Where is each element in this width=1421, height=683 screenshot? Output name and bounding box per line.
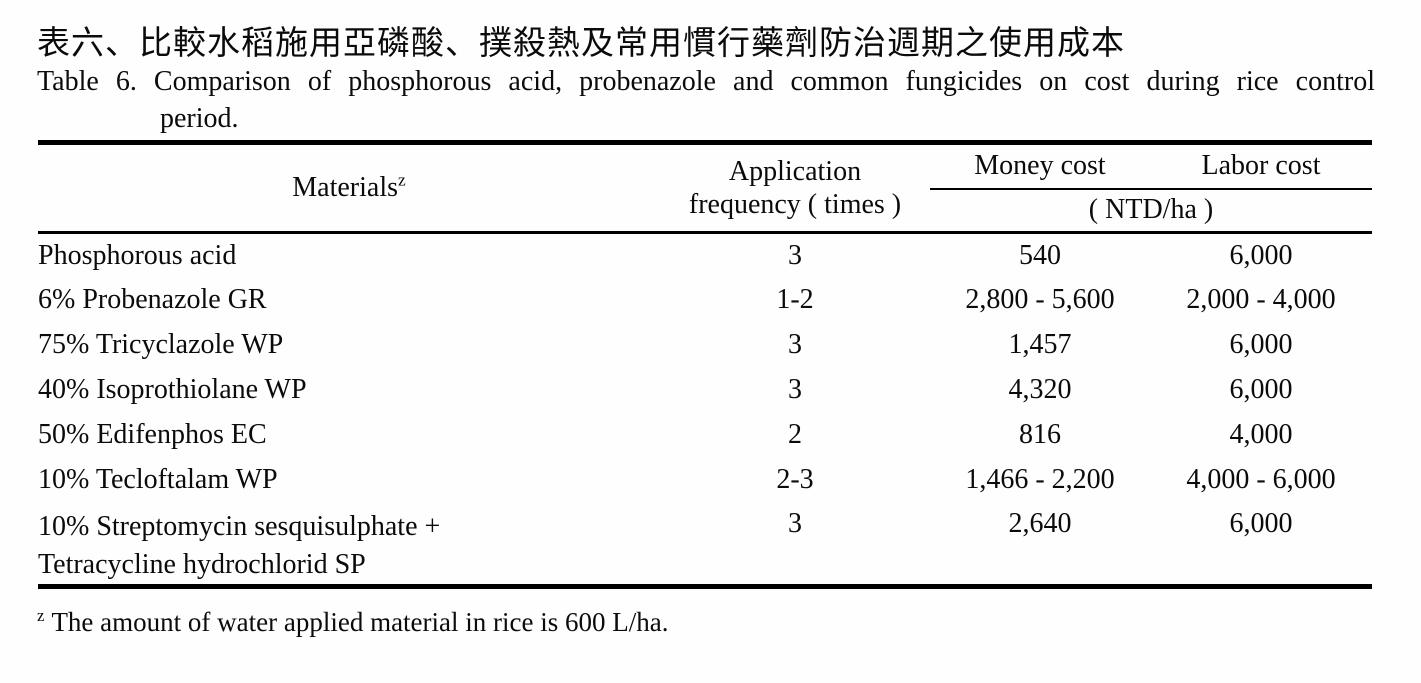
col-header-labor-cost: Labor cost: [1201, 150, 1321, 182]
labor-cost-cell: 6,000: [1229, 507, 1293, 539]
table-row: Phosphorous acid 3 540 6,000: [38, 233, 1372, 278]
table-row: 75% Tricyclazole WP 3 1,457 6,000: [38, 323, 1372, 368]
footnote-text: The amount of water applied material in …: [51, 607, 669, 637]
table-row: 50% Edifenphos EC 2 816 4,000: [38, 413, 1372, 458]
footnote-mark: z: [37, 606, 45, 625]
table-header: Materialsz Application frequency ( times…: [38, 143, 1372, 233]
material-line1: 10% Streptomycin sesquisulphate +: [38, 510, 441, 542]
frequency-cell: 3: [788, 374, 802, 405]
col-header-cost-unit: ( NTD/ha ): [930, 187, 1372, 233]
frequency-cell: 2-3: [776, 464, 814, 495]
material-cell: 10% Streptomycin sesquisulphate + Tetrac…: [38, 503, 660, 587]
table-body: Phosphorous acid 3 540 6,000 6% Probenaz…: [38, 233, 1372, 587]
table-footnote: z The amount of water applied material in…: [37, 607, 668, 638]
col-header-materials: Materialsz: [38, 143, 660, 233]
material-cell: 75% Tricyclazole WP: [38, 329, 284, 360]
application-frequency-line1: Application: [728, 156, 862, 187]
money-cost-cell: 816: [1019, 419, 1061, 450]
col-header-application-frequency: Application frequency ( times ): [660, 143, 930, 233]
table-title-en: Table 6. Comparison of phosphorous acid,…: [37, 63, 1375, 137]
table-row: 10% Tecloftalam WP 2-3 1,466 - 2,200 4,0…: [38, 458, 1372, 503]
money-cost-cell: 1,466 - 2,200: [965, 464, 1115, 495]
labor-cost-cell: 6,000: [1229, 329, 1293, 360]
table-title-en-line2: period.: [160, 103, 239, 134]
frequency-cell: 3: [788, 507, 802, 539]
application-frequency-line2: frequency ( times ): [688, 189, 902, 220]
material-line2: Tetracycline hydrochlorid SP: [38, 548, 366, 580]
table-row: 40% Isoprothiolane WP 3 4,320 6,000: [38, 368, 1372, 413]
labor-cost-cell: 6,000: [1229, 239, 1293, 271]
money-cost-cell: 1,457: [1008, 329, 1072, 360]
labor-cost-cell: 4,000 - 6,000: [1186, 464, 1336, 495]
labor-cost-cell: 4,000: [1229, 419, 1293, 450]
table-title-en-line1: Table 6. Comparison of phosphorous acid,…: [37, 66, 1375, 97]
table-title-zh: 表六、比較水稻施用亞磷酸、撲殺熱及常用慣行藥劑防治週期之使用成本: [37, 26, 1125, 62]
labor-cost-cell: 6,000: [1229, 374, 1293, 405]
frequency-cell: 2: [788, 419, 802, 450]
col-header-money-cost: Money cost: [974, 150, 1106, 182]
frequency-cell: 1-2: [776, 284, 814, 315]
materials-label: Materials: [292, 172, 399, 203]
table-row: 6% Probenazole GR 1-2 2,800 - 5,600 2,00…: [38, 278, 1372, 323]
money-cost-cell: 2,800 - 5,600: [965, 284, 1115, 315]
material-cell: 50% Edifenphos EC: [38, 419, 267, 450]
frequency-cell: 3: [788, 239, 802, 271]
material-cell: 40% Isoprothiolane WP: [38, 374, 307, 405]
material-cell: 10% Tecloftalam WP: [38, 464, 278, 495]
cost-comparison-table: Materialsz Application frequency ( times…: [38, 140, 1372, 589]
material-cell: 6% Probenazole GR: [38, 284, 267, 315]
table-row: 10% Streptomycin sesquisulphate + Tetrac…: [38, 503, 1372, 587]
labor-cost-cell: 2,000 - 4,000: [1186, 284, 1336, 315]
frequency-cell: 3: [788, 329, 802, 360]
materials-footnote-mark: z: [398, 170, 406, 190]
money-cost-cell: 4,320: [1008, 374, 1072, 405]
money-cost-cell: 540: [1019, 239, 1061, 271]
material-cell: Phosphorous acid: [38, 239, 237, 271]
money-cost-cell: 2,640: [1008, 507, 1072, 539]
